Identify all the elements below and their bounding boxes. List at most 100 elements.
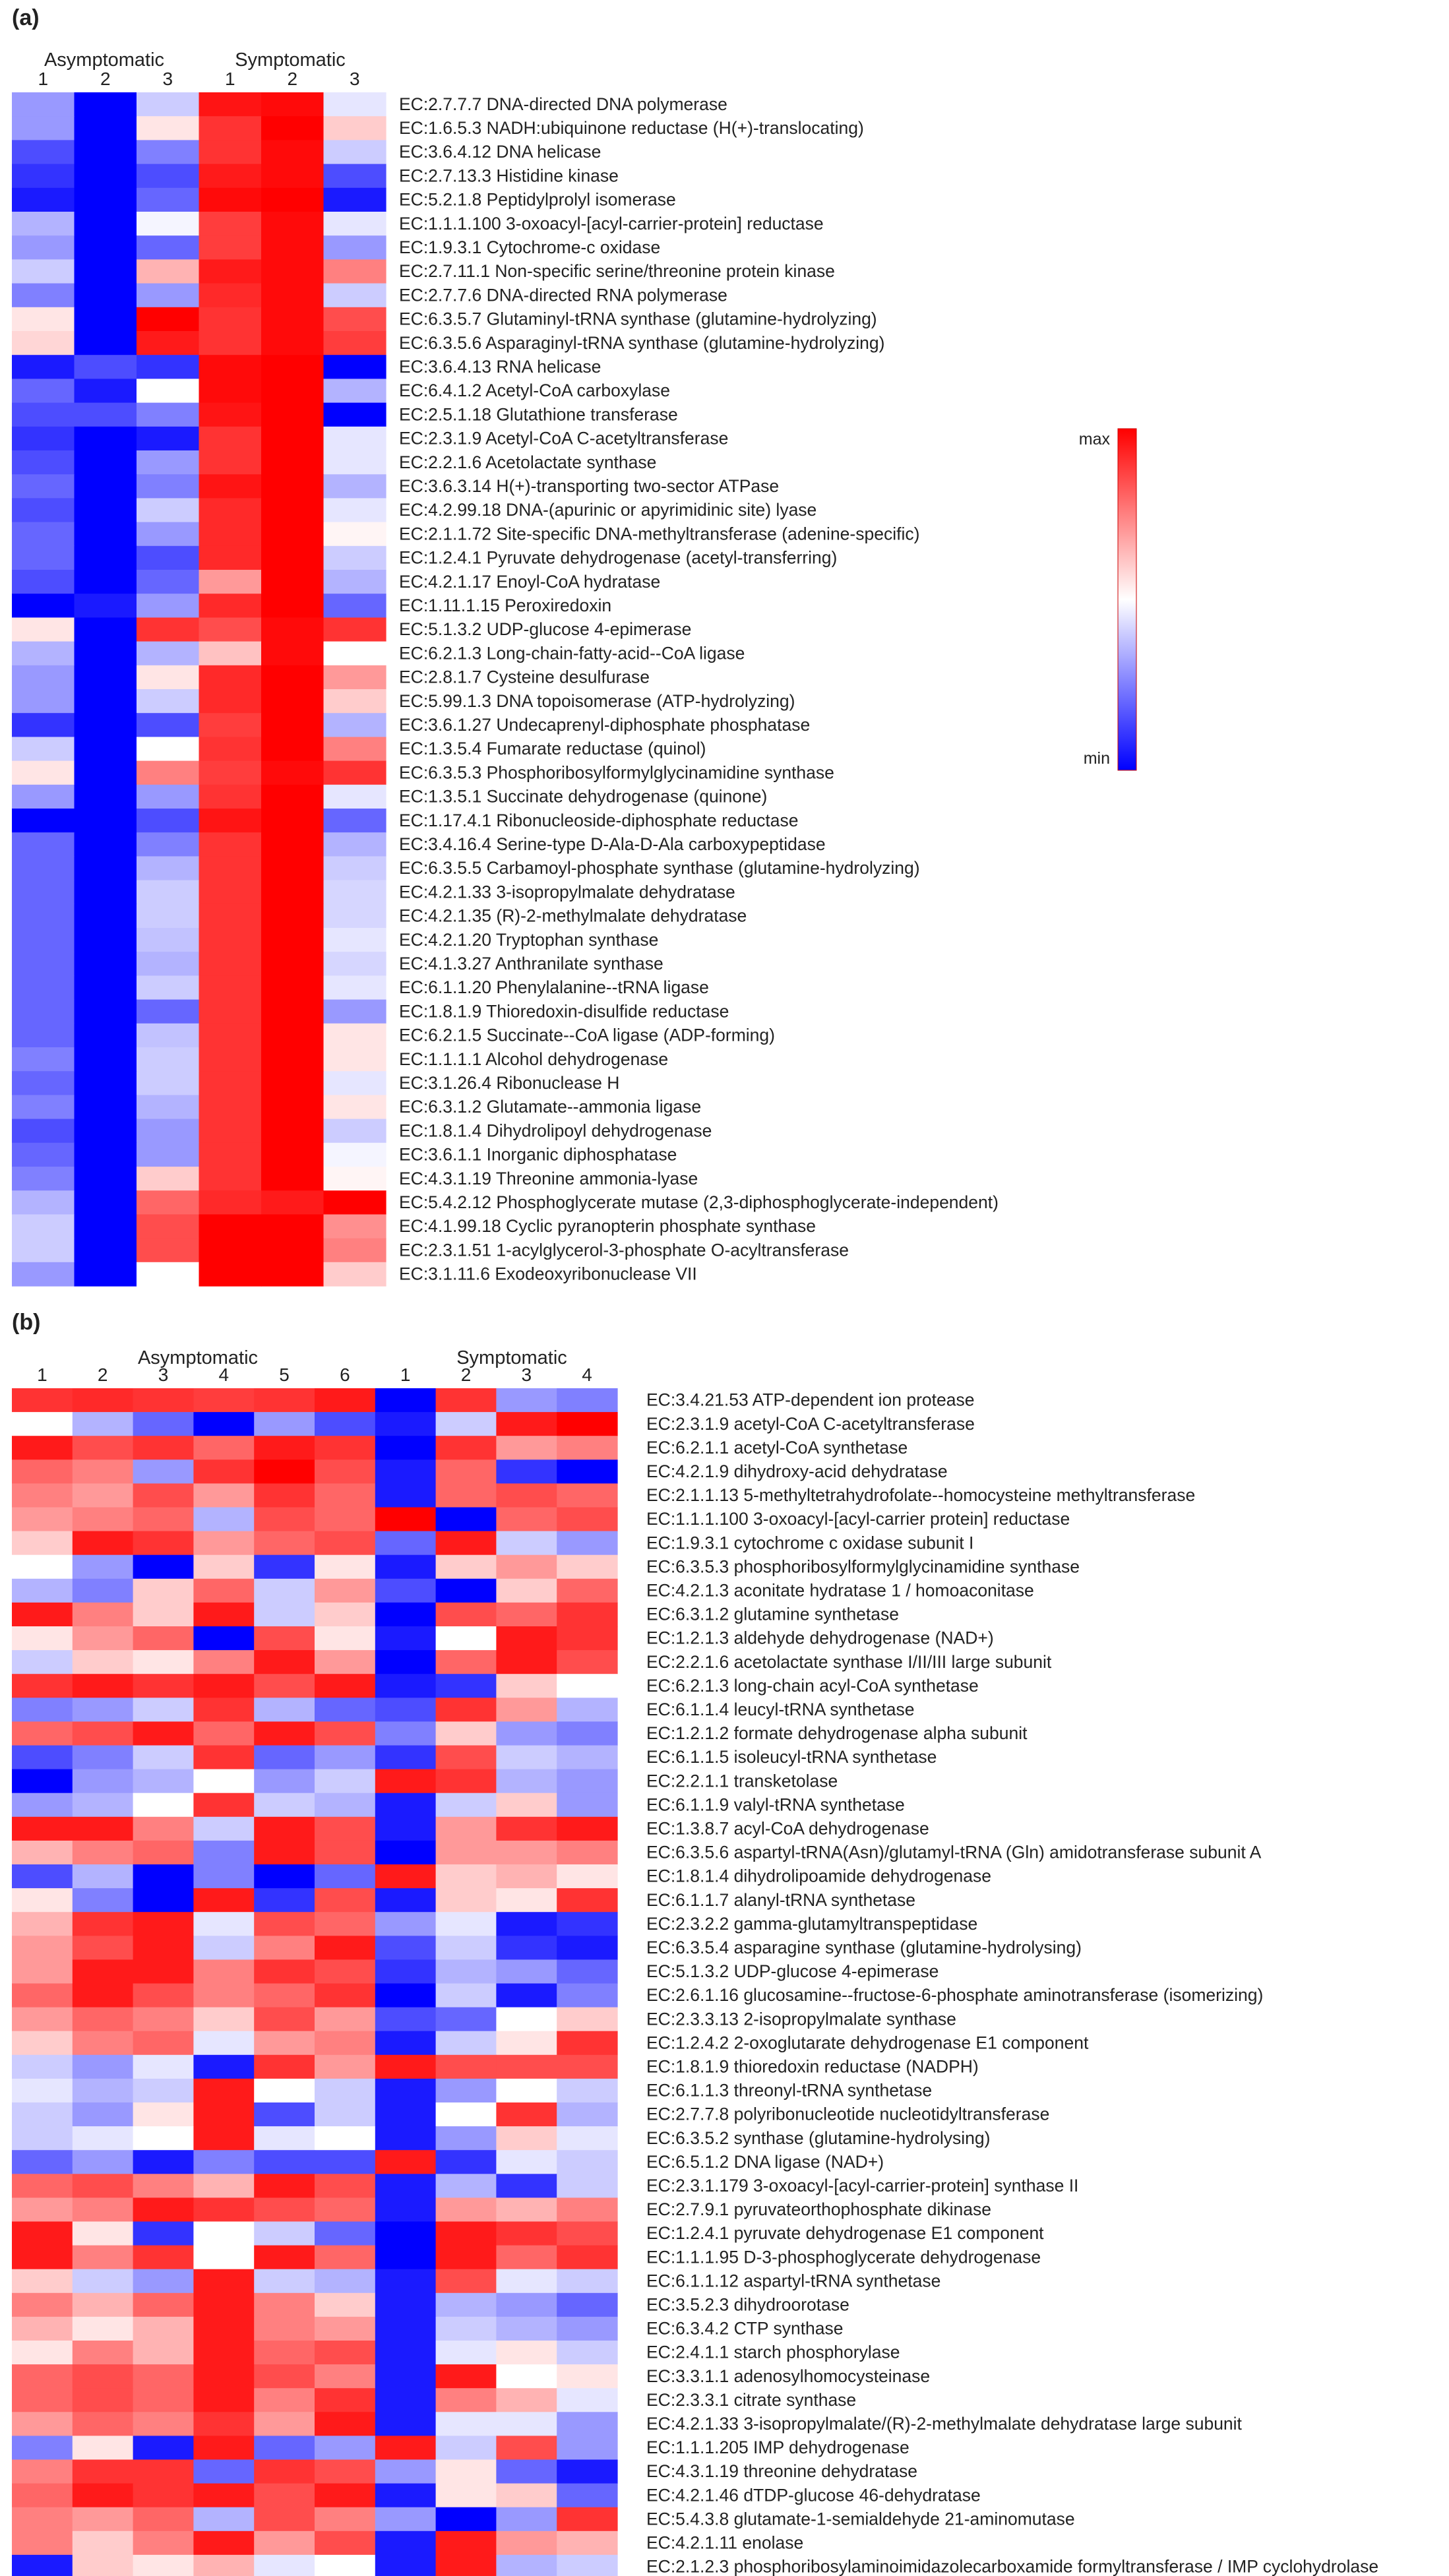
b-row-label-2: EC:2.3.1.9 acetyl-CoA C-acetyltransferas…: [646, 1414, 975, 1434]
b-row-label-42: EC:3.3.1.1 adenosylhomocysteinase: [646, 2366, 930, 2386]
a-cell-r8-c1: [12, 259, 75, 284]
b-cell-r37-c10: [557, 2245, 618, 2270]
b-cell-r47-c4: [193, 2483, 255, 2508]
a-cell-r29-c3: [137, 760, 200, 785]
b-cell-r24-c10: [557, 1936, 618, 1960]
a-cell-r43-c1: [12, 1095, 75, 1120]
a-cell-r29-c4: [199, 760, 262, 785]
a-row-label-5: EC:5.2.1.8 Peptidylprolyl isomerase: [399, 190, 676, 210]
b-cell-r38-c9: [496, 2269, 557, 2294]
b-cell-r49-c9: [496, 2530, 557, 2556]
b-cell-r14-c4: [193, 1698, 255, 1722]
b-cell-r11-c5: [254, 1626, 315, 1651]
a-cell-r46-c6: [323, 1167, 386, 1191]
b-cell-r19-c9: [496, 1816, 557, 1841]
b-cell-r46-c1: [12, 2459, 73, 2484]
b-cell-r22-c6: [315, 1888, 376, 1913]
b-cell-r13-c8: [435, 1674, 497, 1698]
a-cell-r18-c4: [199, 498, 262, 523]
a-cell-r47-c2: [74, 1190, 137, 1215]
b-cell-r11-c4: [193, 1626, 255, 1651]
b-cell-r24-c8: [435, 1936, 497, 1960]
b-cell-r19-c4: [193, 1816, 255, 1841]
a-cell-r32-c3: [137, 832, 200, 857]
a-cell-r1-c6: [323, 92, 386, 117]
b-cell-r31-c10: [557, 2102, 618, 2127]
b-cell-r29-c3: [133, 2054, 194, 2079]
b-cell-r11-c8: [435, 1626, 497, 1651]
b-cell-r1-c8: [435, 1388, 497, 1413]
a-cell-r50-c3: [137, 1262, 200, 1287]
b-cell-r4-c8: [435, 1459, 497, 1484]
a-cell-r41-c1: [12, 1047, 75, 1072]
b-cell-r28-c10: [557, 2031, 618, 2056]
b-cell-r50-c5: [254, 2554, 315, 2576]
b-cell-r20-c4: [193, 1840, 255, 1865]
b-cell-r24-c9: [496, 1936, 557, 1960]
a-cell-r35-c2: [74, 904, 137, 929]
a-cell-r17-c4: [199, 474, 262, 499]
b-cell-r26-c5: [254, 1983, 315, 2008]
b-cell-r16-c8: [435, 1745, 497, 1770]
b-cell-r3-c5: [254, 1436, 315, 1460]
b-cell-r23-c3: [133, 1912, 194, 1936]
b-cell-r44-c6: [315, 2412, 376, 2436]
b-row-label-37: EC:1.1.1.95 D-3-phosphoglycerate dehydro…: [646, 2247, 1041, 2267]
b-cell-r38-c7: [375, 2269, 437, 2294]
b-cell-r24-c3: [133, 1936, 194, 1960]
b-cell-r32-c3: [133, 2126, 194, 2151]
b-cell-r26-c7: [375, 1983, 437, 2008]
b-cell-r50-c6: [315, 2554, 376, 2576]
a-cell-r7-c1: [12, 235, 75, 260]
a-row-label-29: EC:6.3.5.3 Phosphoribosylformylglycinami…: [399, 762, 834, 782]
b-cell-r32-c6: [315, 2126, 376, 2151]
a-cell-r26-c2: [74, 689, 137, 714]
a-cell-r39-c3: [137, 999, 200, 1024]
a-cell-r21-c3: [137, 570, 200, 594]
b-cell-r11-c6: [315, 1626, 376, 1651]
b-cell-r13-c5: [254, 1674, 315, 1698]
b-cell-r32-c4: [193, 2126, 255, 2151]
b-row-label-5: EC:2.1.1.13 5-methyltetrahydrofolate--ho…: [646, 1485, 1195, 1505]
b-cell-r12-c5: [254, 1650, 315, 1674]
b-cell-r18-c5: [254, 1793, 315, 1818]
b-cell-r25-c2: [72, 1959, 134, 1984]
b-cell-r16-c7: [375, 1745, 437, 1770]
b-cell-r24-c5: [254, 1936, 315, 1960]
b-cell-r43-c7: [375, 2388, 437, 2412]
b-cell-r29-c6: [315, 2054, 376, 2079]
b-cell-r45-c7: [375, 2436, 437, 2461]
a-cell-r17-c3: [137, 474, 200, 499]
b-cell-r46-c4: [193, 2459, 255, 2484]
b-cell-r16-c2: [72, 1745, 134, 1770]
a-cell-r42-c4: [199, 1071, 262, 1095]
b-cell-r7-c1: [12, 1531, 73, 1556]
b-cell-r9-c4: [193, 1578, 255, 1603]
b-cell-r35-c2: [72, 2197, 134, 2223]
b-cell-r13-c10: [557, 1674, 618, 1698]
b-cell-r23-c1: [12, 1912, 73, 1936]
b-cell-r36-c1: [12, 2221, 73, 2246]
b-cell-r40-c2: [72, 2316, 134, 2341]
b-cell-r29-c2: [72, 2054, 134, 2079]
b-cell-r21-c10: [557, 1864, 618, 1889]
a-cell-r3-c4: [199, 140, 262, 165]
a-cell-r21-c5: [261, 570, 324, 594]
a-cell-r17-c1: [12, 474, 75, 499]
b-cell-r13-c4: [193, 1674, 255, 1698]
b-cell-r49-c10: [557, 2530, 618, 2556]
b-cell-r30-c9: [496, 2078, 557, 2103]
b-cell-r28-c3: [133, 2031, 194, 2056]
b-cell-r17-c10: [557, 1769, 618, 1794]
b-column-label-asymptomatic-4: 4: [219, 1365, 230, 1385]
a-row-label-34: EC:4.2.1.33 3-isopropylmalate dehydratas…: [399, 882, 735, 902]
b-row-label-43: EC:2.3.3.1 citrate synthase: [646, 2390, 856, 2410]
b-cell-r37-c1: [12, 2245, 73, 2270]
a-cell-r7-c4: [199, 235, 262, 260]
b-cell-r9-c8: [435, 1578, 497, 1603]
b-cell-r44-c4: [193, 2412, 255, 2436]
b-cell-r49-c5: [254, 2530, 315, 2556]
b-cell-r36-c5: [254, 2221, 315, 2246]
b-cell-r27-c4: [193, 2007, 255, 2032]
a-cell-r1-c2: [74, 92, 137, 117]
